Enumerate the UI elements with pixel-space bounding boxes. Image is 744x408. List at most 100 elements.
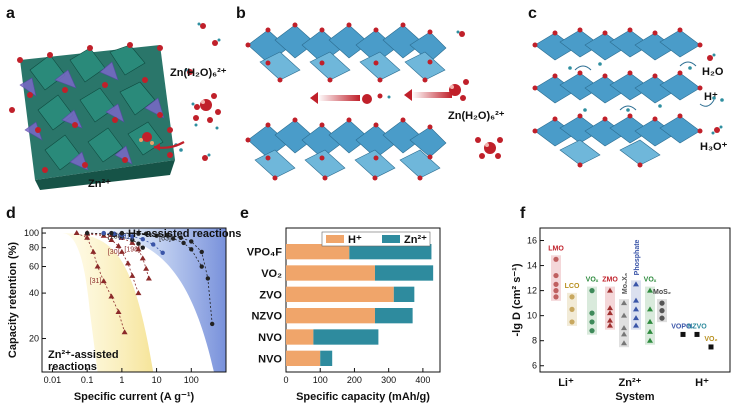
data-point bbox=[108, 293, 115, 299]
zn-ion-b bbox=[362, 94, 372, 104]
hplus-region bbox=[62, 228, 226, 372]
data-point bbox=[607, 310, 613, 316]
x-axis-label: System bbox=[615, 391, 654, 403]
category-label: NVO bbox=[258, 353, 282, 365]
data-point bbox=[84, 230, 90, 236]
y-tick-label: 16 bbox=[527, 236, 537, 246]
category-label: VPO₄F bbox=[247, 247, 282, 259]
axes-frame bbox=[41, 227, 227, 373]
arrow-head-icon bbox=[404, 89, 412, 101]
label-zn-a: Zn²⁺ bbox=[88, 178, 111, 190]
bar bbox=[374, 265, 434, 281]
range-bar bbox=[645, 286, 655, 345]
range-bar bbox=[631, 280, 641, 330]
data-point bbox=[569, 306, 575, 312]
x-tick-label: 1 bbox=[119, 375, 124, 385]
data-point bbox=[647, 337, 653, 343]
data-point bbox=[84, 234, 91, 240]
chart-f: 16 14 12 10 8 6 -lg D (cm² s⁻¹) System Li⁺ Zn²⁺ H⁺… bbox=[511, 227, 731, 403]
label-hplus-c: H⁺ bbox=[704, 91, 718, 103]
data-point bbox=[143, 231, 149, 236]
y-tick-label: 100 bbox=[24, 228, 39, 238]
layer-bottom-b bbox=[247, 119, 447, 179]
data-point bbox=[140, 245, 145, 250]
category-label: Zn²⁺ bbox=[619, 377, 642, 389]
category-label: NZVO bbox=[251, 311, 282, 323]
x-tick-label: 100 bbox=[313, 375, 328, 385]
data-point bbox=[164, 232, 170, 238]
data-point bbox=[143, 265, 150, 271]
hopping-arrows-c bbox=[574, 61, 715, 111]
oxygen-bottom-b bbox=[245, 117, 433, 181]
data-point bbox=[589, 288, 595, 294]
group-label: VOPO₄ bbox=[671, 323, 695, 330]
label-zn-water-b: Zn(H₂O)₆²⁺ bbox=[448, 110, 505, 122]
data-point bbox=[139, 255, 146, 261]
data-point bbox=[109, 230, 114, 236]
series-label: [63] bbox=[159, 236, 171, 243]
migration-arrow-right-b bbox=[412, 92, 452, 98]
series-label: [112] bbox=[118, 233, 133, 240]
data-point bbox=[633, 322, 639, 328]
bar bbox=[313, 329, 379, 345]
data-point bbox=[121, 329, 128, 335]
data-point bbox=[129, 239, 136, 245]
crystal-structure-a bbox=[9, 42, 175, 190]
bar bbox=[393, 286, 415, 302]
series-label: [180] bbox=[108, 233, 124, 240]
group-label: VOₓ bbox=[586, 277, 599, 284]
data-point bbox=[607, 287, 613, 293]
data-point bbox=[607, 305, 613, 311]
data-point bbox=[130, 234, 135, 239]
panel-d: d 0.01 0.1 1 10 100 100 80 60 40 20 Specific curre… bbox=[6, 205, 241, 403]
data-point bbox=[94, 263, 101, 269]
data-point bbox=[633, 281, 639, 287]
data-point bbox=[101, 230, 106, 236]
data-point bbox=[647, 306, 653, 312]
x-tick-label: 300 bbox=[381, 375, 396, 385]
data-point bbox=[199, 249, 204, 255]
data-point bbox=[621, 312, 627, 318]
chart-d: 0.01 0.1 1 10 100 100 80 60 40 20 Specific current… bbox=[7, 227, 241, 403]
data-point bbox=[633, 306, 639, 312]
data-point bbox=[151, 242, 156, 247]
data-point bbox=[633, 315, 639, 321]
data-point bbox=[135, 246, 142, 252]
data-point bbox=[209, 321, 215, 327]
data-point bbox=[621, 325, 627, 331]
data-point bbox=[553, 256, 559, 262]
panel-b: b bbox=[236, 5, 505, 181]
x-tick-label: 400 bbox=[415, 375, 430, 385]
data-point bbox=[189, 239, 194, 244]
data-point bbox=[621, 340, 627, 346]
data-point bbox=[160, 250, 165, 255]
migration-arrow-left-b bbox=[318, 95, 360, 101]
group-label: ZMO bbox=[602, 277, 618, 284]
data-point bbox=[90, 248, 97, 254]
x-tick-label: 100 bbox=[184, 375, 199, 385]
data-point bbox=[647, 287, 653, 293]
bar bbox=[374, 308, 413, 324]
data-point bbox=[680, 331, 686, 337]
zn-region bbox=[62, 233, 154, 372]
protons-c bbox=[568, 62, 724, 112]
x-tick-label: 0.1 bbox=[81, 375, 94, 385]
data-point bbox=[647, 328, 653, 334]
data-point bbox=[647, 318, 653, 324]
category-label: NVO bbox=[258, 332, 282, 344]
y-tick-label: 6 bbox=[532, 361, 537, 371]
bar bbox=[286, 265, 375, 281]
data-point bbox=[170, 236, 176, 241]
data-point bbox=[100, 278, 107, 284]
x-axis-label: Specific current (A g⁻¹) bbox=[74, 391, 195, 403]
group-label: NZVO bbox=[687, 323, 707, 330]
data-point bbox=[119, 230, 125, 236]
oxygen-c bbox=[532, 27, 703, 168]
y-tick-label: 60 bbox=[29, 262, 39, 272]
panel-label-b: b bbox=[236, 5, 246, 22]
series-label: [30] bbox=[108, 249, 120, 256]
zn-annotation-line1: Zn²⁺-assisted bbox=[48, 349, 119, 361]
legend-label: H⁺ bbox=[348, 234, 362, 246]
